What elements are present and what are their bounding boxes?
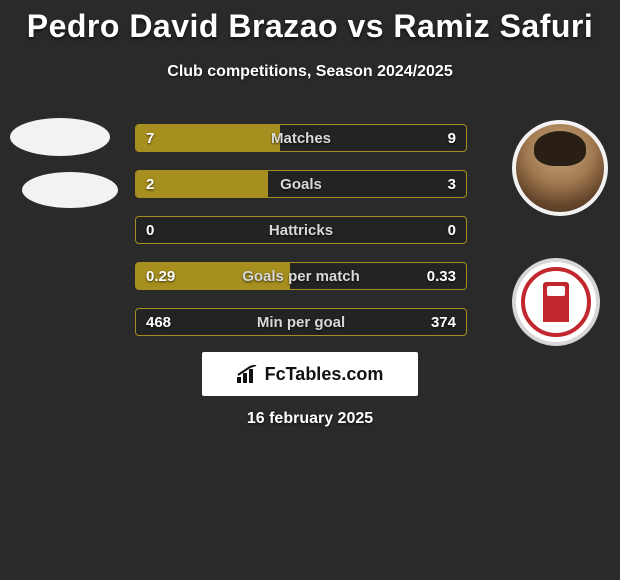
stat-label: Matches bbox=[136, 130, 466, 147]
brand-badge: FcTables.com bbox=[202, 352, 418, 396]
stat-value-right: 3 bbox=[448, 176, 456, 193]
stat-row: 7Matches9 bbox=[135, 124, 467, 152]
club-right-badge bbox=[512, 258, 600, 346]
player-right-avatar bbox=[512, 120, 608, 216]
stat-value-right: 0.33 bbox=[427, 268, 456, 285]
player-left-avatar-placeholder bbox=[10, 118, 110, 156]
stat-value-right: 374 bbox=[431, 314, 456, 331]
stat-value-right: 0 bbox=[448, 222, 456, 239]
stat-label: Min per goal bbox=[136, 314, 466, 331]
club-right-badge-ring bbox=[521, 267, 591, 337]
stat-label: Hattricks bbox=[136, 222, 466, 239]
stat-row: 0Hattricks0 bbox=[135, 216, 467, 244]
stat-row: 2Goals3 bbox=[135, 170, 467, 198]
page-title: Pedro David Brazao vs Ramiz Safuri bbox=[0, 0, 620, 45]
stat-label: Goals per match bbox=[136, 268, 466, 285]
date-text: 16 february 2025 bbox=[0, 410, 620, 428]
subtitle: Club competitions, Season 2024/2025 bbox=[0, 63, 620, 81]
comparison-stats: 7Matches9 2Goals3 0Hattricks0 0.29Goals per… bbox=[135, 124, 467, 354]
brand-chart-icon bbox=[237, 365, 259, 383]
stat-label: Goals bbox=[136, 176, 466, 193]
stat-row: 0.29Goals per match0.33 bbox=[135, 262, 467, 290]
club-right-badge-emblem bbox=[543, 282, 569, 322]
club-left-badge-placeholder bbox=[22, 172, 118, 208]
stat-row: 468Min per goal374 bbox=[135, 308, 467, 336]
stat-value-right: 9 bbox=[448, 130, 456, 147]
brand-text: FcTables.com bbox=[265, 364, 384, 385]
